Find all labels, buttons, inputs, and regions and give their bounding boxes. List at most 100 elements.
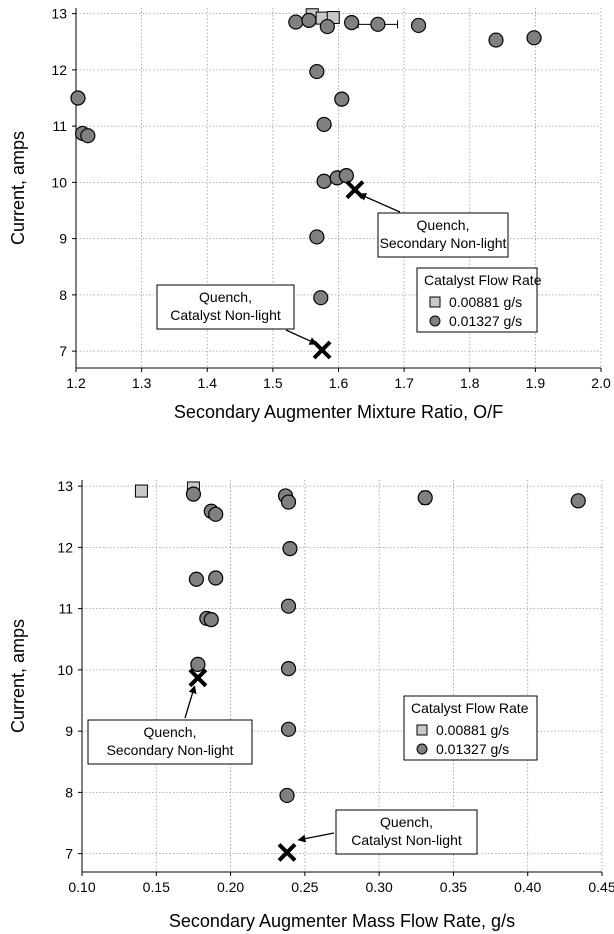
y-tick-label: 9 bbox=[59, 231, 67, 247]
legend-entry: 0.01327 g/s bbox=[449, 313, 522, 329]
data-point-circle bbox=[190, 656, 206, 672]
annotation-arrow-shaft bbox=[285, 329, 311, 342]
annotation-box bbox=[156, 284, 295, 330]
y-tick-label: 10 bbox=[57, 662, 73, 678]
annotation-arrow-shaft bbox=[305, 832, 335, 840]
y-tick-label: 12 bbox=[51, 62, 67, 78]
data-point-circle bbox=[208, 506, 224, 522]
data-point-circle bbox=[282, 540, 298, 557]
y-tick-label: 12 bbox=[57, 539, 73, 555]
series-2 bbox=[70, 12, 542, 306]
x-tick-label: 1.4 bbox=[198, 375, 218, 391]
annotation-1: Quench, Secondary Non-light bbox=[358, 193, 509, 258]
annotation-box bbox=[87, 719, 253, 765]
annotation-text: Quench, bbox=[380, 814, 433, 830]
data-point-circle bbox=[288, 14, 304, 30]
x-tick-label: 0.40 bbox=[514, 879, 541, 895]
data-point-circle bbox=[570, 493, 586, 509]
data-point-circle bbox=[280, 661, 297, 677]
legend-title: Catalyst Flow Rate bbox=[411, 700, 529, 716]
x-tick-label: 0.15 bbox=[143, 879, 170, 895]
data-point-circle bbox=[309, 63, 325, 80]
annotation-arrow-head bbox=[297, 834, 307, 843]
data-point-circle bbox=[319, 18, 335, 35]
data-point-circle bbox=[316, 173, 332, 189]
legend-marker-circle bbox=[429, 315, 441, 327]
y-tick-label: 8 bbox=[59, 287, 67, 303]
annotation-arrow-head bbox=[308, 337, 318, 345]
data-point-circle bbox=[334, 91, 350, 107]
x-tick-label: 0.30 bbox=[366, 879, 393, 895]
legend-marker-circle bbox=[416, 743, 428, 755]
data-point-circle bbox=[301, 12, 317, 28]
chart-1: 1.2 1.3 1.4 1.5 1.6 1.7 1.8 1.9 2.0 7 8 9 10 11 12 13 Se… bbox=[8, 6, 611, 422]
annotation-1: Quench, Secondary Non-light bbox=[87, 685, 253, 765]
x-tick-label: 0.20 bbox=[217, 879, 244, 895]
quench-marker-b bbox=[277, 842, 297, 862]
x-tick-label: 2.0 bbox=[591, 375, 611, 391]
data-point-circle bbox=[370, 16, 386, 32]
quench-marker-2 bbox=[277, 842, 297, 862]
annotation-text: Catalyst Non-light bbox=[351, 832, 462, 848]
annotation-text: Catalyst Non-light bbox=[170, 307, 281, 323]
y-tick-label: 11 bbox=[52, 118, 67, 134]
data-point-circle bbox=[80, 128, 96, 144]
chart-2: 0.10 0.15 0.20 0.25 0.30 0.35 0.40 0.45 7 8 9 10 11 1… bbox=[8, 478, 614, 931]
y-tick-label: 7 bbox=[59, 343, 67, 359]
y-tick-label: 9 bbox=[65, 723, 73, 739]
x-tick-label: 1.8 bbox=[460, 375, 480, 391]
data-point-square bbox=[134, 484, 148, 498]
x-axis-label: Secondary Augmenter Mass Flow Rate, g/s bbox=[169, 911, 515, 931]
quench-marker-b bbox=[345, 180, 365, 200]
y-tick-label: 11 bbox=[58, 601, 73, 617]
data-point-circle bbox=[280, 494, 297, 510]
y-axis-label: Current, amps bbox=[8, 131, 28, 245]
data-point-circle bbox=[279, 787, 295, 804]
annotation-text: Secondary Non-light bbox=[380, 235, 507, 251]
legend-entry: 0.00881 g/s bbox=[449, 294, 522, 310]
quench-marker-b bbox=[188, 668, 208, 688]
annotation-text: Quench, bbox=[199, 289, 252, 305]
annotation-arrow-head bbox=[358, 193, 368, 201]
x-tick-label: 0.35 bbox=[440, 879, 467, 895]
annotation-2: Quench, Catalyst Non-light bbox=[156, 284, 318, 345]
x-tick-label: 1.2 bbox=[66, 375, 86, 391]
data-point-circle bbox=[309, 229, 325, 245]
annotation-arrow-head bbox=[188, 685, 197, 695]
annotation-arrow-shaft bbox=[184, 692, 194, 719]
y-tick-label: 13 bbox=[57, 478, 73, 494]
annotation-2: Quench, Catalyst Non-light bbox=[297, 809, 478, 855]
annotation-text: Quench, bbox=[417, 217, 470, 233]
x-tick-label: 1.3 bbox=[132, 375, 152, 391]
data-point-circle bbox=[526, 30, 542, 46]
x-tick-label: 0.25 bbox=[291, 879, 318, 895]
y-axis-label: Current, amps bbox=[8, 619, 28, 733]
x-tick-label: 1.7 bbox=[394, 375, 414, 391]
data-point-circle bbox=[338, 168, 354, 184]
data-point-circle bbox=[316, 116, 332, 133]
data-point-circle bbox=[410, 17, 427, 34]
data-point-circle bbox=[488, 32, 504, 48]
annotation-text: Secondary Non-light bbox=[107, 742, 234, 758]
series-2 bbox=[185, 486, 586, 804]
data-point-circle bbox=[280, 721, 297, 737]
legend-marker-square bbox=[429, 296, 441, 308]
data-point-circle bbox=[188, 571, 204, 587]
annotation-box bbox=[377, 212, 509, 258]
annotation-text: Quench, bbox=[144, 724, 197, 740]
y-tick-label: 8 bbox=[65, 784, 73, 800]
x-axis-label: Secondary Augmenter Mixture Ratio, O/F bbox=[174, 402, 503, 422]
x-tick-label: 1.5 bbox=[263, 375, 283, 391]
legend-title: Catalyst Flow Rate bbox=[424, 272, 542, 288]
legend: Catalyst Flow Rate 0.00881 g/s 0.01327 g/s bbox=[403, 695, 538, 761]
y-tick-label: 10 bbox=[51, 174, 67, 190]
data-point-circle bbox=[417, 490, 433, 506]
data-point-circle bbox=[280, 598, 297, 614]
y-tick-label: 13 bbox=[51, 6, 67, 22]
x-tick-label: 1.9 bbox=[526, 375, 546, 391]
annotation-arrow-shaft bbox=[365, 196, 401, 213]
legend-marker-square bbox=[416, 724, 428, 736]
x-tick-label: 0.45 bbox=[588, 879, 614, 895]
quench-marker-2 bbox=[312, 340, 332, 360]
